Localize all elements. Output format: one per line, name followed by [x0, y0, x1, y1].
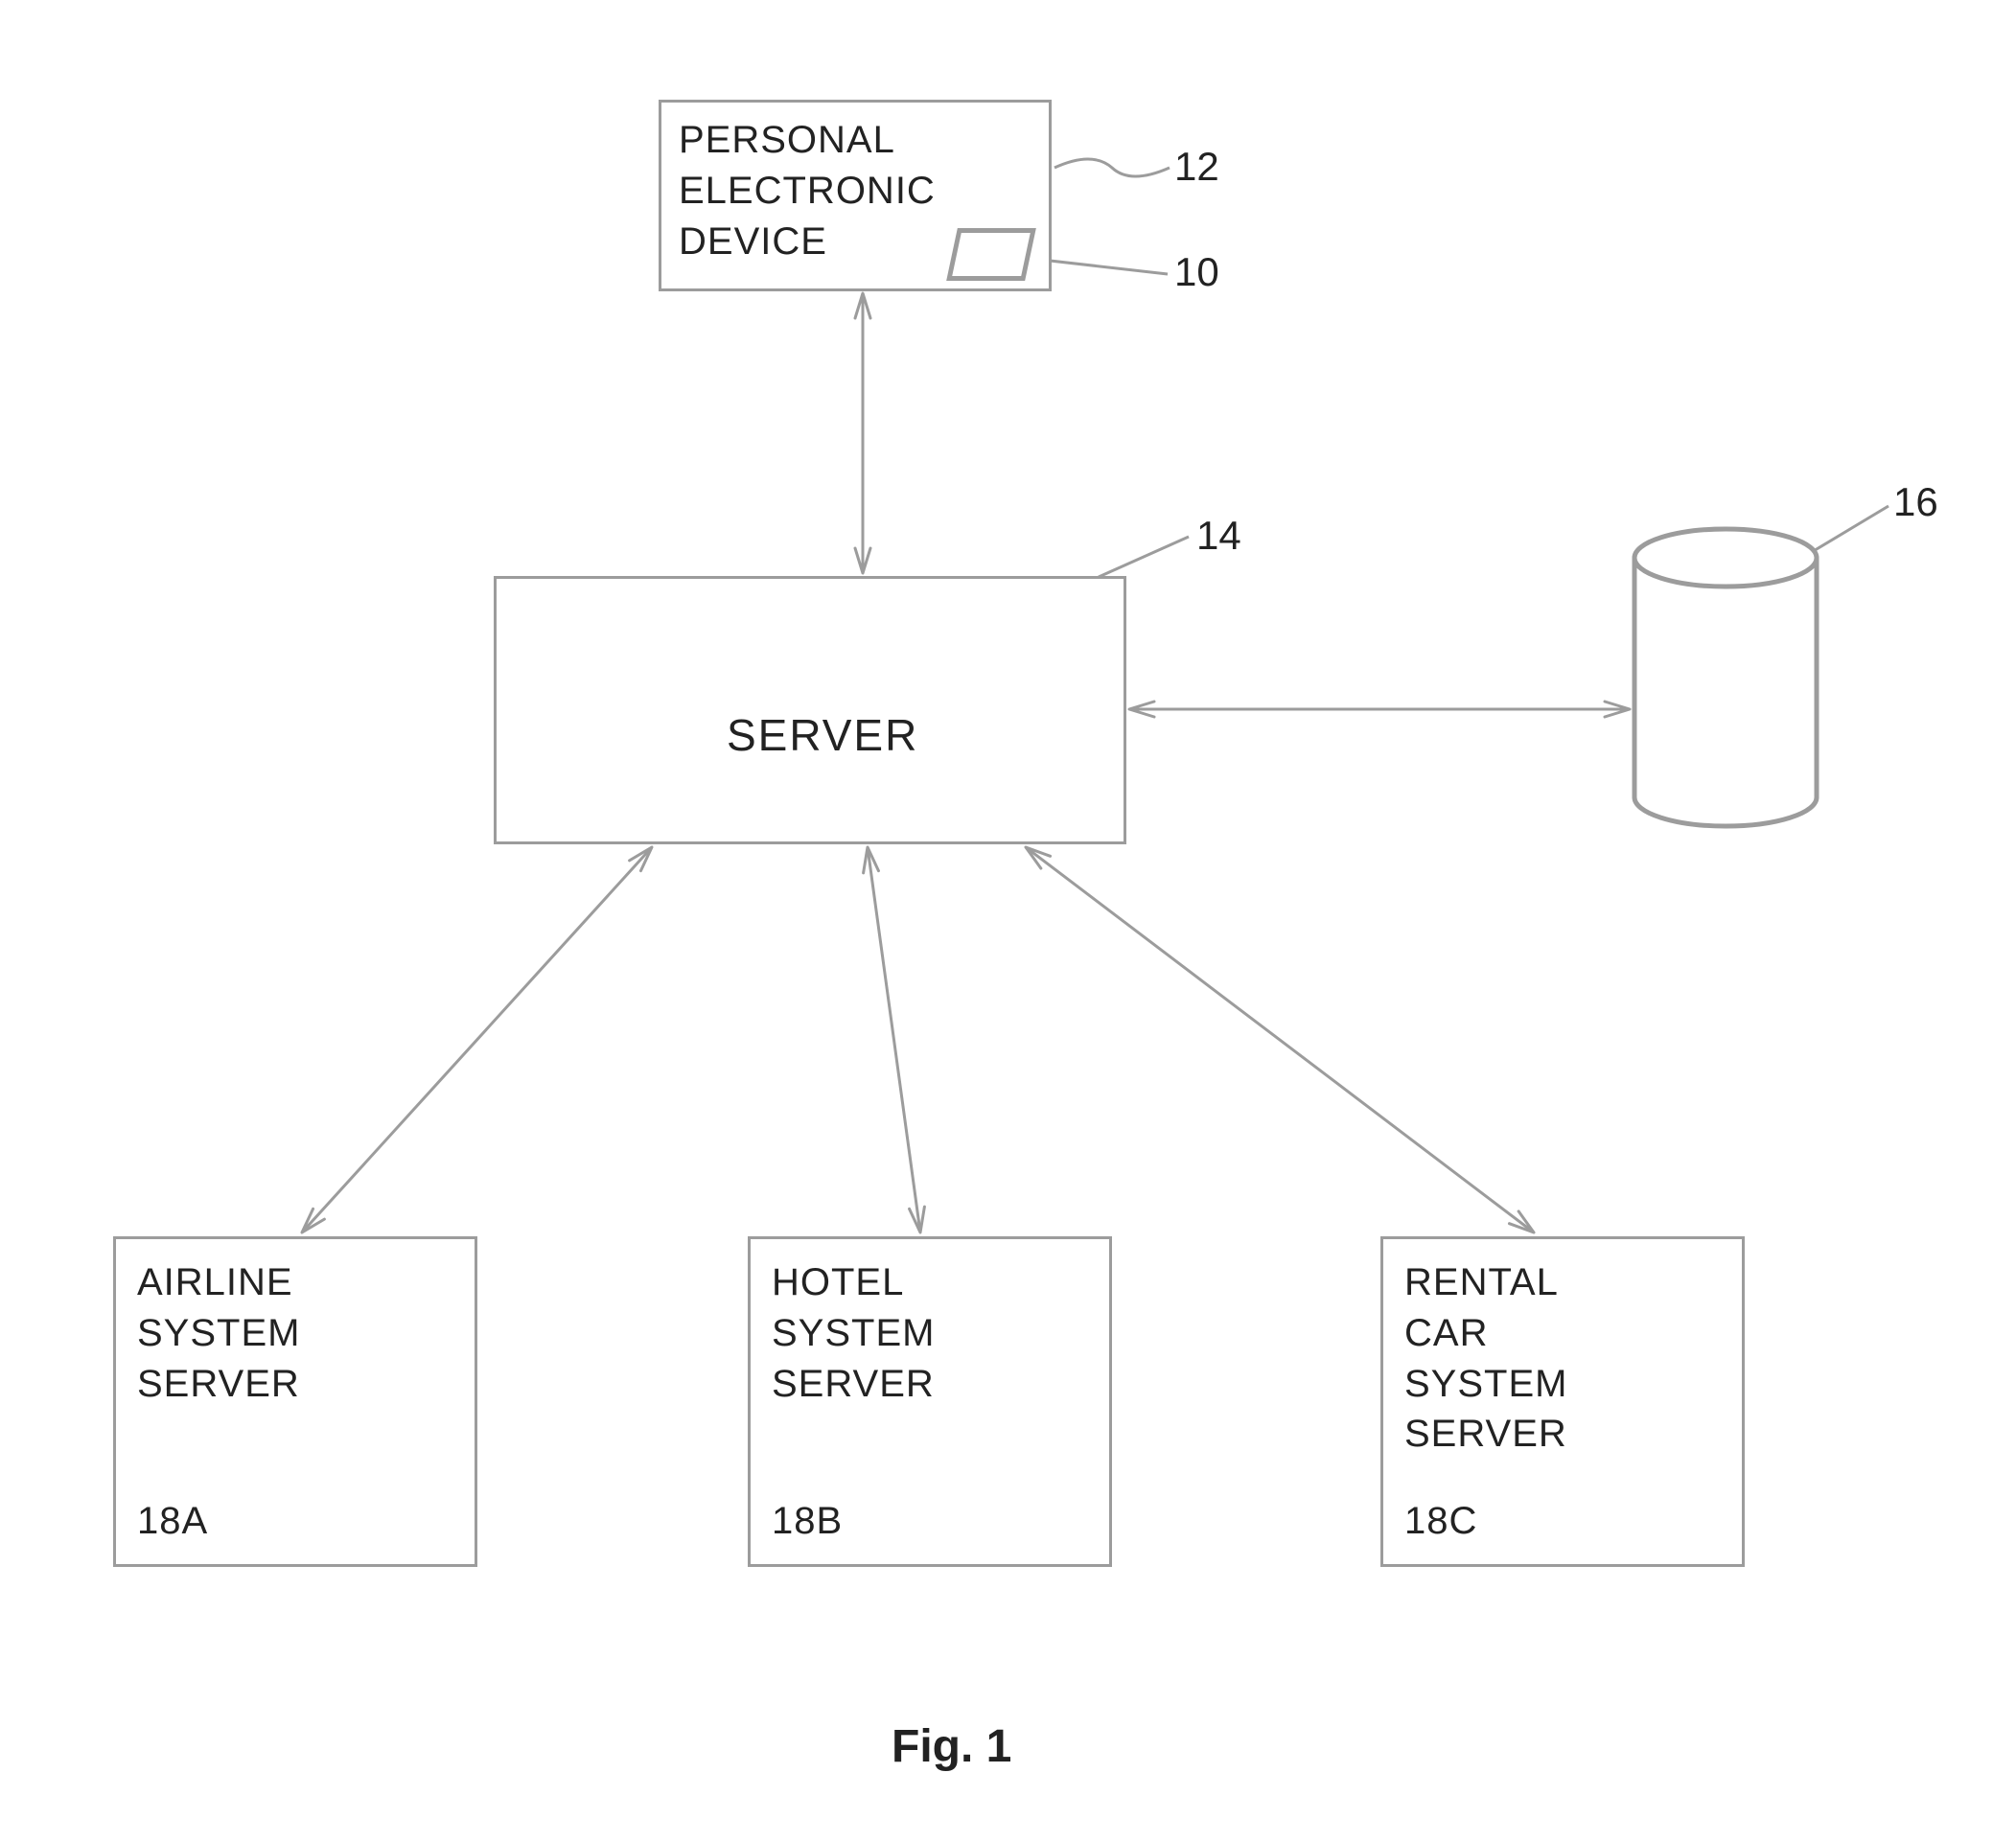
rental-line-4: SERVER [1404, 1410, 1567, 1458]
box-hotel-system-server: HOTEL SYSTEM SERVER 18B [748, 1236, 1112, 1567]
airline-line-3: SERVER [137, 1360, 300, 1408]
ref-label-14: 14 [1196, 513, 1241, 559]
figure-caption: Fig. 1 [892, 1720, 1011, 1773]
box-personal-electronic-device: PERSONAL ELECTRONIC DEVICE [659, 100, 1052, 291]
ref-label-12: 12 [1174, 144, 1219, 190]
rental-ref-id: 18C [1404, 1497, 1477, 1545]
ped-text-line-1: PERSONAL [679, 116, 895, 164]
ped-text-line-2: ELECTRONIC [679, 167, 936, 215]
hotel-line-1: HOTEL [772, 1258, 904, 1306]
ref-label-10: 10 [1174, 249, 1219, 295]
box-airline-system-server: AIRLINE SYSTEM SERVER 18A [113, 1236, 477, 1567]
hotel-line-3: SERVER [772, 1360, 935, 1408]
box-server: SERVER [494, 576, 1126, 844]
airline-line-2: SYSTEM [137, 1309, 300, 1357]
hotel-ref-id: 18B [772, 1497, 843, 1545]
ref-label-16: 16 [1893, 479, 1938, 525]
airline-ref-id: 18A [137, 1497, 208, 1545]
airline-line-1: AIRLINE [137, 1258, 293, 1306]
server-label: SERVER [727, 708, 918, 764]
rental-line-3: SYSTEM [1404, 1360, 1567, 1408]
rental-line-1: RENTAL [1404, 1258, 1559, 1306]
ped-screen-icon [946, 228, 1036, 281]
ped-text-line-3: DEVICE [679, 218, 827, 265]
hotel-line-2: SYSTEM [772, 1309, 935, 1357]
box-rental-car-system-server: RENTAL CAR SYSTEM SERVER 18C [1380, 1236, 1745, 1567]
rental-line-2: CAR [1404, 1309, 1488, 1357]
